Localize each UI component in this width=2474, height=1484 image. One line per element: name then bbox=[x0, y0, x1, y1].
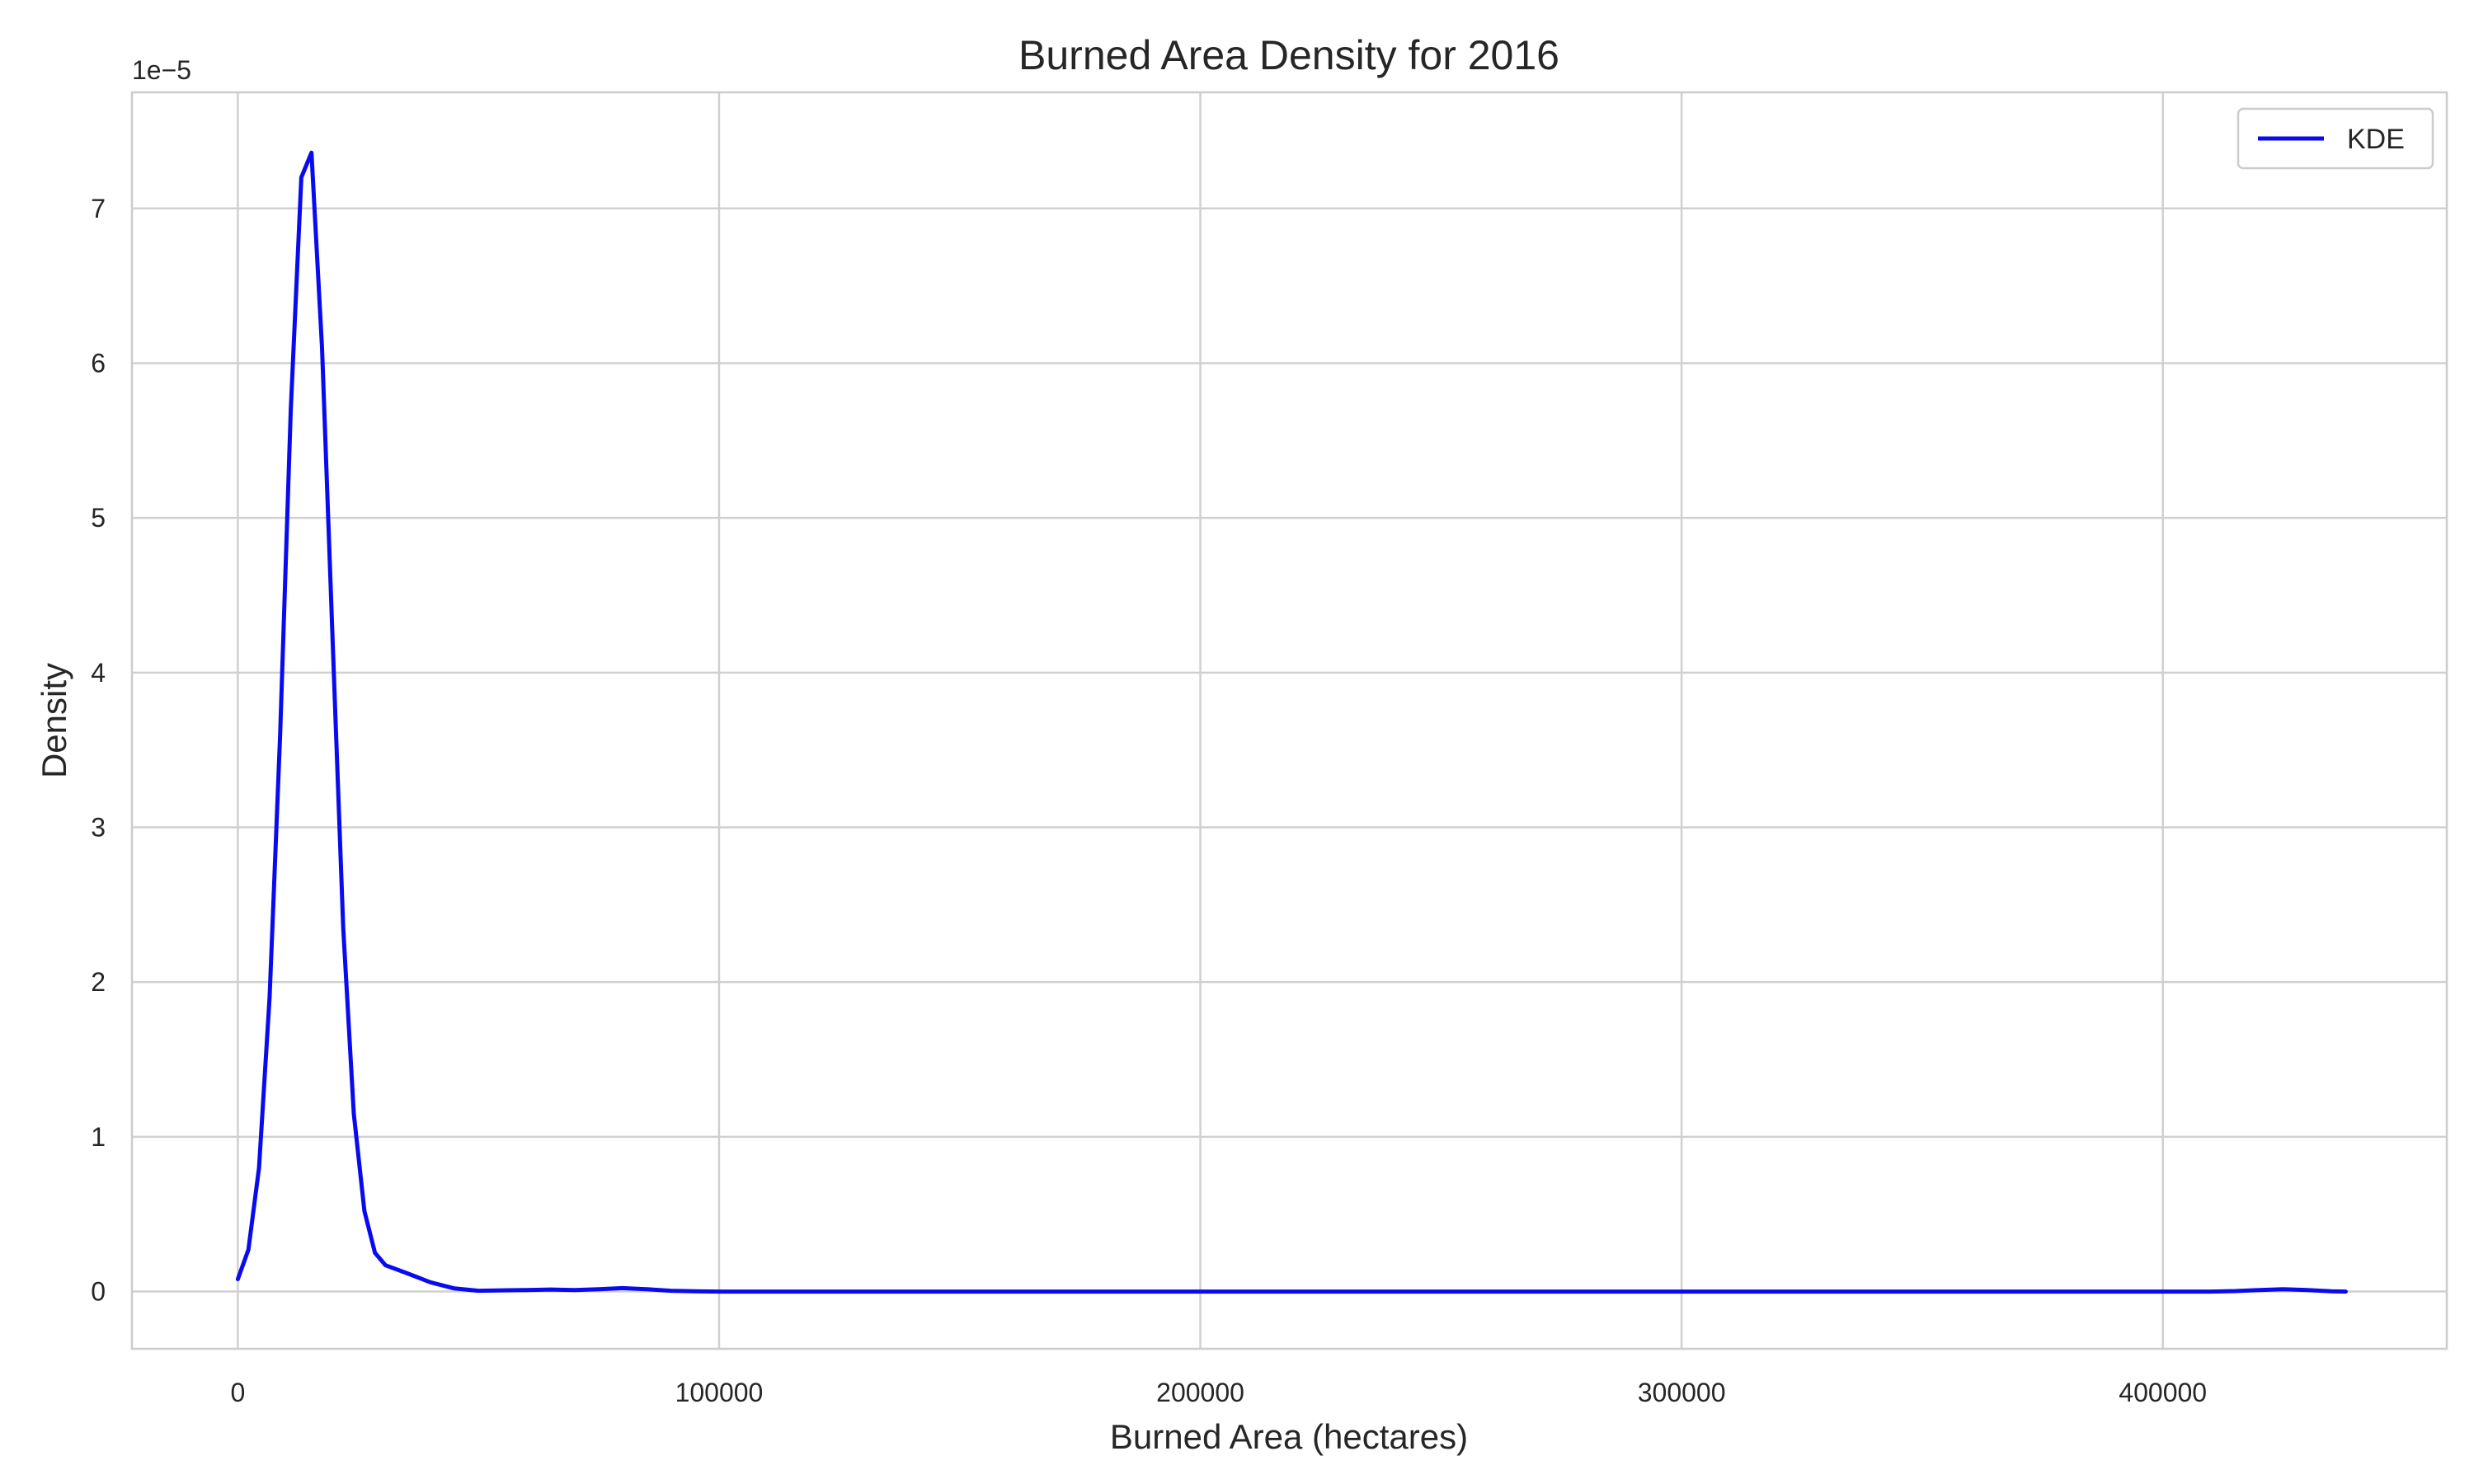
legend-box bbox=[2236, 107, 2434, 170]
kde-line bbox=[235, 150, 2348, 1294]
y-axis-title: Density bbox=[35, 663, 73, 778]
series-layer bbox=[235, 150, 2348, 1294]
y-tick-label: 6 bbox=[91, 348, 106, 378]
y-tick-label: 4 bbox=[91, 658, 106, 688]
legend: KDE bbox=[2236, 107, 2434, 170]
y-tick-label: 7 bbox=[91, 194, 106, 223]
x-axis-title: Burned Area (hectares) bbox=[1110, 1417, 1468, 1456]
x-tick-label: 100000 bbox=[675, 1378, 764, 1407]
chart-title: Burned Area Density for 2016 bbox=[1018, 32, 1559, 78]
y-offset-label: 1e−5 bbox=[132, 55, 191, 85]
y-tick-label: 1 bbox=[91, 1122, 106, 1152]
plot-frame bbox=[130, 91, 2448, 1350]
y-tick-label: 5 bbox=[91, 503, 106, 533]
legend-label: KDE bbox=[2347, 124, 2405, 155]
x-tick-label: 400000 bbox=[2119, 1378, 2207, 1407]
y-tick-label: 0 bbox=[91, 1277, 106, 1307]
y-tick-label: 3 bbox=[91, 813, 106, 843]
x-tick-label: 0 bbox=[230, 1378, 245, 1407]
tick-labels: 0 100000 200000 300000 400000 0 1 2 3 4 5 6 7 bbox=[91, 194, 2207, 1407]
x-tick-label: 300000 bbox=[1638, 1378, 1726, 1407]
y-tick-label: 2 bbox=[91, 967, 106, 997]
x-tick-label: 200000 bbox=[1156, 1378, 1244, 1407]
